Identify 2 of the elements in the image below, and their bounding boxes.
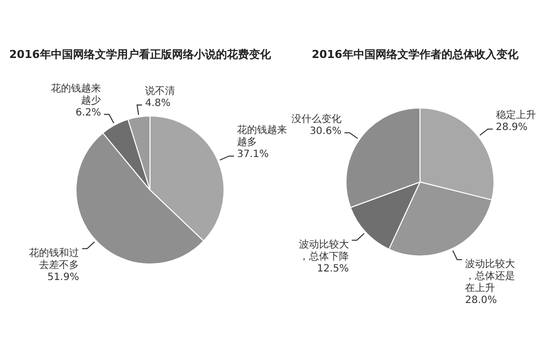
chart-title: 2016年中国网络文学作者的总体收入变化	[312, 48, 520, 61]
chart-title: 2016年中国网络文学用户看正版网络小说的花费变化	[9, 48, 272, 61]
